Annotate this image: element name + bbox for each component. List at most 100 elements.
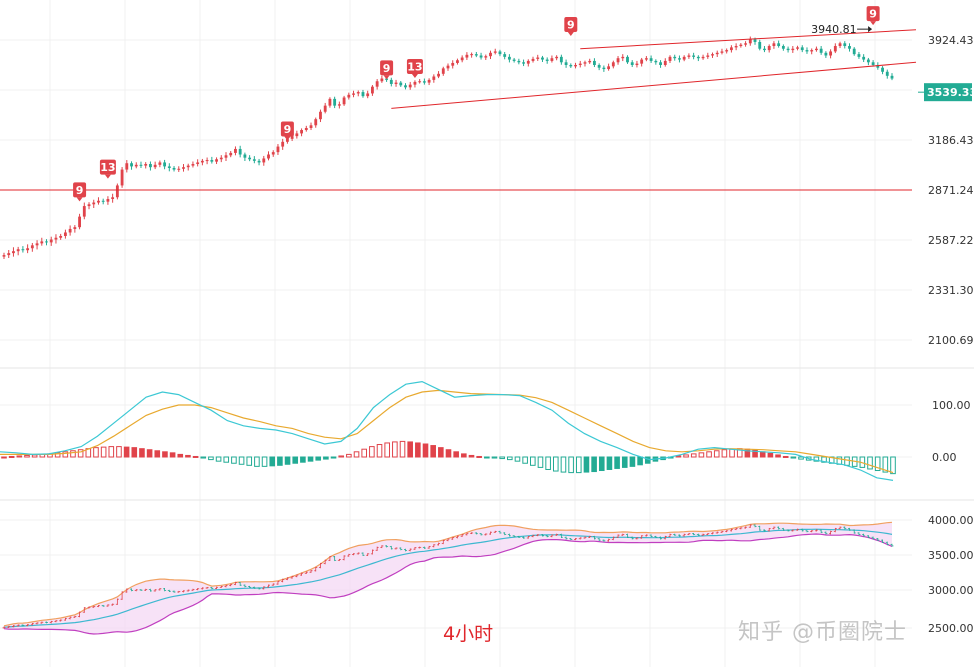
candle-body (21, 249, 25, 251)
candle-body (139, 164, 143, 166)
macd-histogram-bar (598, 456, 605, 472)
macd-histogram-bar (790, 456, 797, 459)
td-marker-label: 9 (869, 8, 877, 21)
trendline (391, 61, 917, 109)
candle-body (267, 154, 270, 159)
trendline (580, 29, 917, 50)
candle-body (337, 104, 341, 106)
macd-histogram-bar (16, 455, 23, 458)
macd-histogram-bar (261, 456, 268, 467)
macd-histogram-bar (392, 441, 398, 458)
macd-histogram-bar (575, 456, 582, 474)
candle-body (659, 62, 662, 65)
td-marker-box (99, 159, 116, 175)
candle-body (54, 237, 58, 240)
candle-body (474, 54, 478, 56)
candle-body (295, 133, 299, 137)
candle-body (517, 60, 521, 63)
macd-histogram-bar (24, 454, 30, 458)
candle-body (63, 232, 67, 236)
macd-histogram-bar (422, 443, 429, 458)
candle-body (526, 60, 530, 64)
candle-body (106, 199, 110, 202)
macd-histogram-bar (675, 455, 682, 458)
macd-histogram-bar (108, 446, 115, 458)
td-marker: 9 (866, 6, 880, 26)
candle-body (300, 130, 303, 134)
candle-body (234, 148, 237, 153)
candle-body (498, 51, 502, 55)
macd-histogram-bar (476, 455, 482, 458)
candle-body (838, 43, 842, 47)
candle-body (729, 47, 733, 51)
macd-histogram-bar (721, 449, 728, 458)
candlestick-pane: 9 13 9 9 13 9 9 3940.81 (0, 6, 917, 259)
macd-histogram-bar (438, 447, 444, 458)
candle-body (12, 251, 15, 254)
candle-body (725, 50, 729, 52)
macd-histogram-bar (376, 444, 383, 458)
td-marker-label: 13 (407, 61, 422, 74)
candle-body (522, 62, 525, 64)
macd-dea-line (0, 389, 894, 474)
candle-body (389, 79, 393, 84)
macd-histogram-bar (890, 456, 896, 475)
macd-histogram-bar (614, 456, 620, 469)
candle-body (413, 81, 417, 85)
candle-body (763, 48, 766, 51)
macd-histogram-bar (637, 456, 643, 466)
macd-histogram-bar (759, 451, 766, 458)
candle-body (59, 235, 63, 238)
candle-body (739, 44, 743, 47)
candle-body (805, 50, 809, 52)
price-tick-label: 2587.22 (928, 234, 974, 247)
macd-histogram-bar (139, 448, 145, 458)
macd-histogram-bar (292, 456, 299, 464)
td-marker-label: 9 (76, 184, 84, 197)
candle-body (252, 159, 256, 161)
macd-histogram-bar (545, 456, 551, 470)
candle-body (163, 162, 167, 167)
macd-histogram-bar (491, 456, 498, 459)
macd-histogram-bar (116, 446, 122, 458)
td-marker-label: 9 (567, 19, 575, 32)
macd-histogram-bar (729, 448, 735, 458)
candle-body (380, 78, 384, 82)
macd-histogram-bar (238, 456, 245, 465)
candle-body (366, 93, 370, 97)
candle-body (531, 58, 535, 61)
candle-body (167, 166, 171, 168)
candle-body (833, 46, 837, 52)
candle-body (626, 56, 629, 63)
macd-histogram-bar (54, 452, 61, 458)
macd-histogram-bar (407, 441, 413, 458)
macd-histogram-bar (169, 452, 176, 458)
macd-histogram-bar (93, 447, 99, 458)
macd-histogram-bar (384, 442, 390, 458)
macd-histogram-bar (323, 456, 329, 460)
macd-histogram-bar (560, 456, 567, 473)
candle-body (866, 59, 870, 63)
price-axis: 3924.43 3186.43 2871.24 2587.22 2331.30 2100.… (918, 34, 974, 635)
macd-histogram-bar (77, 449, 84, 458)
candle-body (800, 47, 804, 51)
candle-body (881, 67, 884, 72)
macd-histogram-bar (154, 450, 161, 458)
macd-histogram-bar (8, 455, 15, 458)
candle-body (115, 185, 119, 198)
td-marker: 13 (99, 159, 116, 179)
td-marker-pointer (383, 75, 390, 80)
candle-body (819, 48, 823, 53)
macd-histogram-bar (629, 456, 636, 467)
candle-body (588, 60, 592, 63)
candle-body (177, 168, 181, 170)
candle-body (49, 239, 53, 243)
candle-body (597, 64, 601, 68)
candle-body (484, 56, 488, 58)
candle-body (172, 167, 176, 170)
bollinger-middle-line (3, 528, 893, 628)
macd-histogram-bar (277, 456, 283, 466)
td-marker: 9 (73, 182, 87, 202)
bollinger-tick-label: 3500.00 (928, 549, 974, 562)
macd-histogram-bar (123, 446, 130, 458)
